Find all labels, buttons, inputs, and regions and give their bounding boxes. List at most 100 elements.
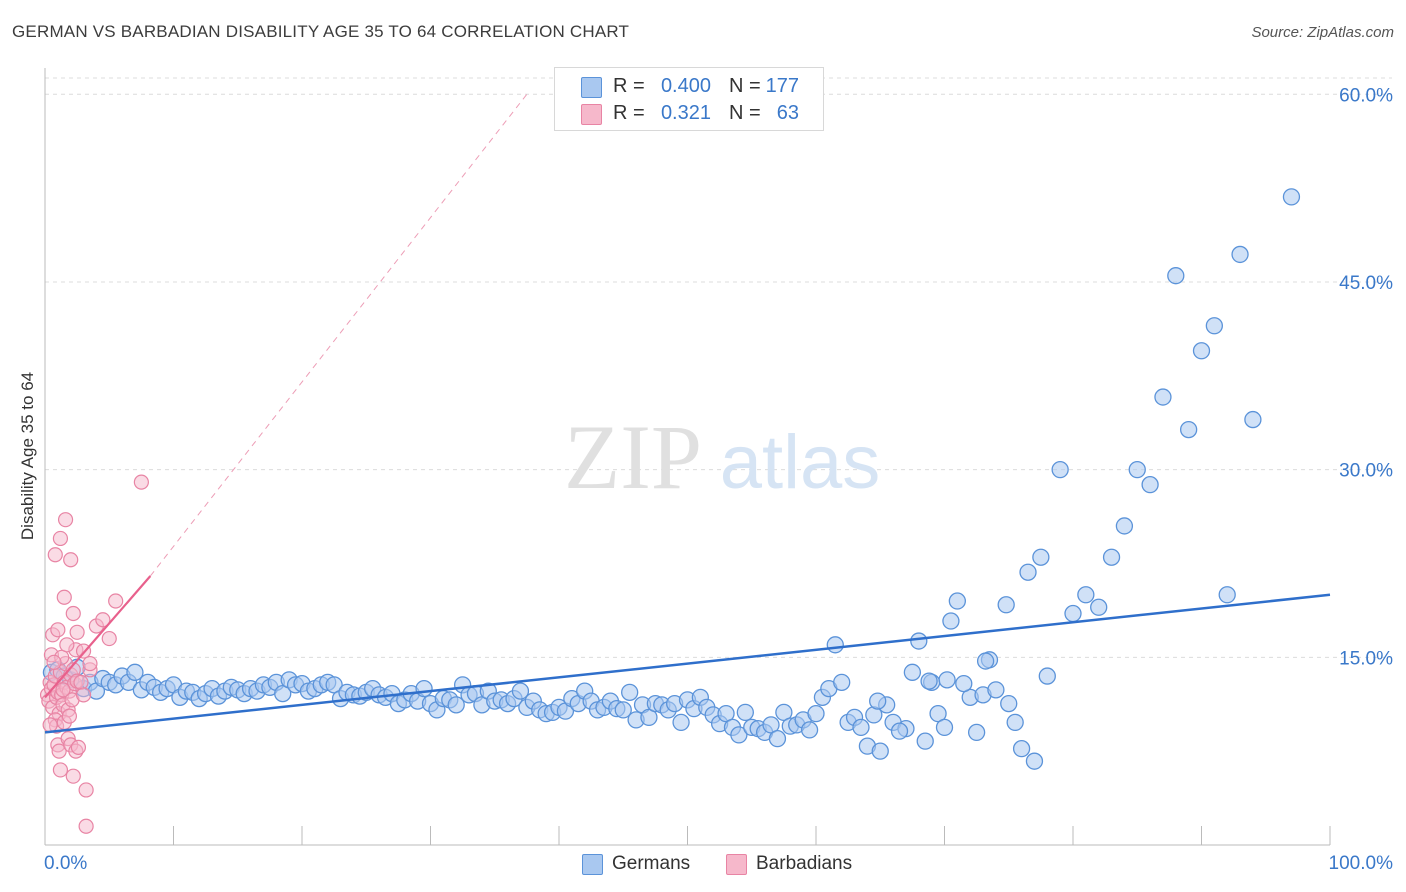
grid-layer <box>45 77 1392 658</box>
barbadian-point <box>52 530 69 547</box>
german-point <box>1038 667 1056 685</box>
y-axis-title: Disability Age 35 to 64 <box>18 372 37 540</box>
german-point <box>935 718 954 737</box>
german-point <box>910 632 928 650</box>
barbadian-point <box>78 782 94 798</box>
trend-layer <box>44 93 1331 734</box>
german-point <box>672 713 690 732</box>
german-point <box>1051 460 1069 479</box>
german-point <box>1192 342 1211 360</box>
barbadian-points-layer <box>39 474 149 834</box>
barbadian-trend-extension <box>149 93 528 577</box>
german-point <box>807 704 825 723</box>
barbadians-swatch <box>581 104 602 125</box>
german-point <box>768 729 787 748</box>
german-point <box>1000 694 1018 713</box>
germans-swatch <box>581 77 602 98</box>
german-point <box>967 723 986 742</box>
r-label: R = <box>613 75 645 97</box>
german-point <box>1282 188 1301 206</box>
german-point <box>1012 740 1031 758</box>
barbadian-point <box>133 474 149 490</box>
german-point <box>1154 388 1172 406</box>
german-point <box>852 718 870 737</box>
barbadian-trend-line <box>44 575 152 699</box>
german-point <box>1019 563 1037 581</box>
german-point <box>621 683 639 702</box>
r-value: 0.400 <box>660 75 711 97</box>
german-point <box>903 663 922 681</box>
german-point <box>730 726 748 744</box>
german-point <box>987 681 1005 699</box>
barbadian-point <box>47 547 63 563</box>
n-label: N = <box>729 102 761 124</box>
german-point <box>826 636 844 654</box>
barbadian-point <box>42 717 58 733</box>
barbadian-point <box>65 768 81 784</box>
barbadian-point <box>59 637 75 653</box>
german-point <box>1167 267 1185 285</box>
y-tick-label: 45.0% <box>1339 273 1393 294</box>
german-point <box>511 682 530 700</box>
watermark-atlas: atlas <box>720 420 881 505</box>
german-point <box>1025 752 1044 770</box>
barbadian-point <box>50 622 66 638</box>
germans-legend-label: Germans <box>612 853 691 874</box>
source-label: Source: ZipAtlas.com <box>1251 24 1394 41</box>
legend-item-germans[interactable]: Germans <box>582 852 702 878</box>
x-tick-label: 0.0% <box>44 853 87 874</box>
german-point <box>1115 517 1134 535</box>
german-point <box>1032 548 1050 566</box>
barbadian-point <box>55 682 71 698</box>
german-point <box>1218 586 1236 604</box>
german-point <box>614 701 632 719</box>
german-trend-line <box>44 593 1331 734</box>
n-value: 177 <box>765 75 799 97</box>
barbadian-point <box>52 762 69 778</box>
german-point <box>955 674 973 693</box>
barbadian-point <box>61 708 78 724</box>
german-point <box>871 742 889 760</box>
german-point <box>1180 420 1198 439</box>
german-point <box>1141 475 1159 494</box>
german-point <box>1077 586 1095 604</box>
german-point <box>916 732 934 750</box>
german-point <box>976 652 995 670</box>
y-tick-label: 60.0% <box>1339 85 1393 106</box>
y-tick-label: 30.0% <box>1339 461 1393 482</box>
legend-item-barbadians[interactable]: Barbadians <box>726 852 866 878</box>
chart-title: GERMAN VS BARBADIAN DISABILITY AGE 35 TO… <box>12 22 630 41</box>
r-label: R = <box>613 102 645 124</box>
german-point <box>938 671 956 689</box>
stats-legend-row-barbadians: R = 0.321 N = 63 <box>555 100 823 128</box>
barbadian-point <box>73 674 89 690</box>
german-point <box>1090 598 1108 616</box>
barbadian-point <box>69 624 85 640</box>
barbadian-point <box>57 512 74 528</box>
german-point <box>997 596 1015 614</box>
stats-legend: R = 0.400 N = 177 R = 0.321 N = 63 <box>554 67 824 131</box>
german-point <box>1244 410 1262 429</box>
german-point <box>890 722 909 740</box>
german-point <box>833 673 851 691</box>
german-point <box>1102 548 1121 566</box>
label-layer: 15.0% 30.0% 45.0% 60.0% 0.0% 100.0% Disability… <box>18 85 1393 874</box>
german-point <box>447 696 465 714</box>
barbadian-point <box>56 589 72 605</box>
x-tick-label: 100.0% <box>1329 853 1394 874</box>
y-tick-label: 15.0% <box>1339 648 1393 669</box>
watermark-zip: ZIP <box>564 406 702 508</box>
barbadian-point <box>108 593 124 609</box>
barbadian-point <box>78 818 94 834</box>
german-point <box>869 692 887 710</box>
barbadian-point <box>95 612 111 628</box>
german-point <box>1205 317 1223 335</box>
barbadian-point <box>82 655 98 672</box>
barbadian-point <box>51 743 67 759</box>
german-point <box>800 721 819 739</box>
germans-legend-swatch <box>582 854 603 875</box>
german-point <box>126 663 144 681</box>
axis-layer <box>44 68 1331 846</box>
r-value: 0.321 <box>660 102 711 124</box>
